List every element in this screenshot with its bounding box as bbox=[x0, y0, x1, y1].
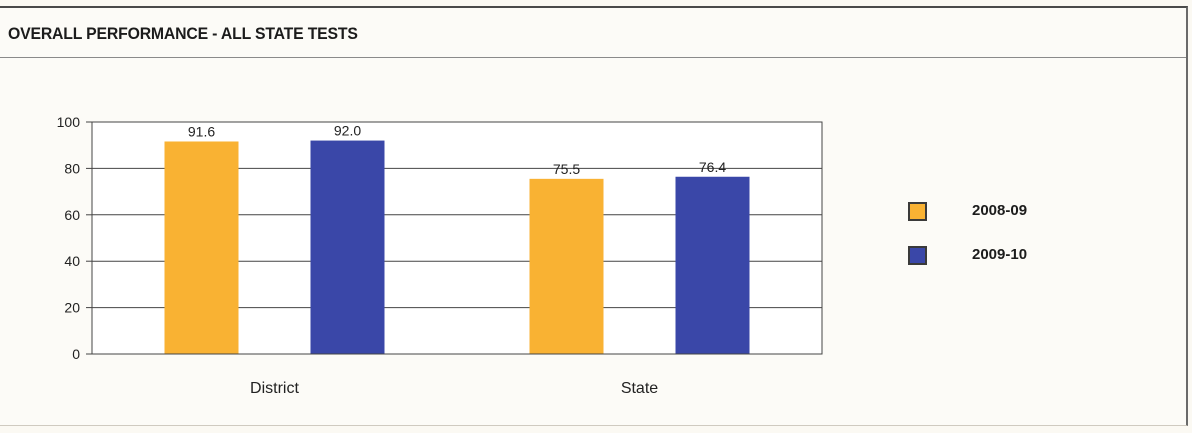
y-tick-label: 0 bbox=[72, 346, 80, 362]
x-category-label: District bbox=[250, 380, 299, 397]
bar-district-2009-10 bbox=[310, 140, 385, 354]
legend-label: 2009-10 bbox=[972, 246, 1028, 263]
bar-state-2009-10 bbox=[675, 176, 750, 354]
value-label: 75.5 bbox=[553, 161, 580, 177]
y-tick-label: 40 bbox=[64, 253, 80, 269]
x-category-label: State bbox=[621, 380, 658, 397]
value-label: 76.4 bbox=[699, 159, 726, 175]
chart-title: OVERALL PERFORMANCE - ALL STATE TESTS bbox=[8, 24, 358, 43]
legend-swatch-2009-10 bbox=[908, 246, 927, 265]
bar-district-2008-09 bbox=[164, 141, 239, 354]
legend-label: 2008-09 bbox=[972, 202, 1028, 219]
legend-swatch-2008-09 bbox=[908, 202, 927, 221]
y-tick-label: 60 bbox=[64, 207, 80, 223]
value-label: 92.0 bbox=[334, 123, 361, 139]
y-tick-label: 100 bbox=[57, 114, 81, 130]
bar-state-2008-09 bbox=[529, 178, 604, 354]
y-tick-label: 20 bbox=[64, 300, 80, 316]
panel-header: OVERALL PERFORMANCE - ALL STATE TESTS bbox=[0, 8, 1186, 58]
value-label: 91.6 bbox=[188, 123, 215, 139]
y-tick-label: 80 bbox=[64, 160, 80, 176]
